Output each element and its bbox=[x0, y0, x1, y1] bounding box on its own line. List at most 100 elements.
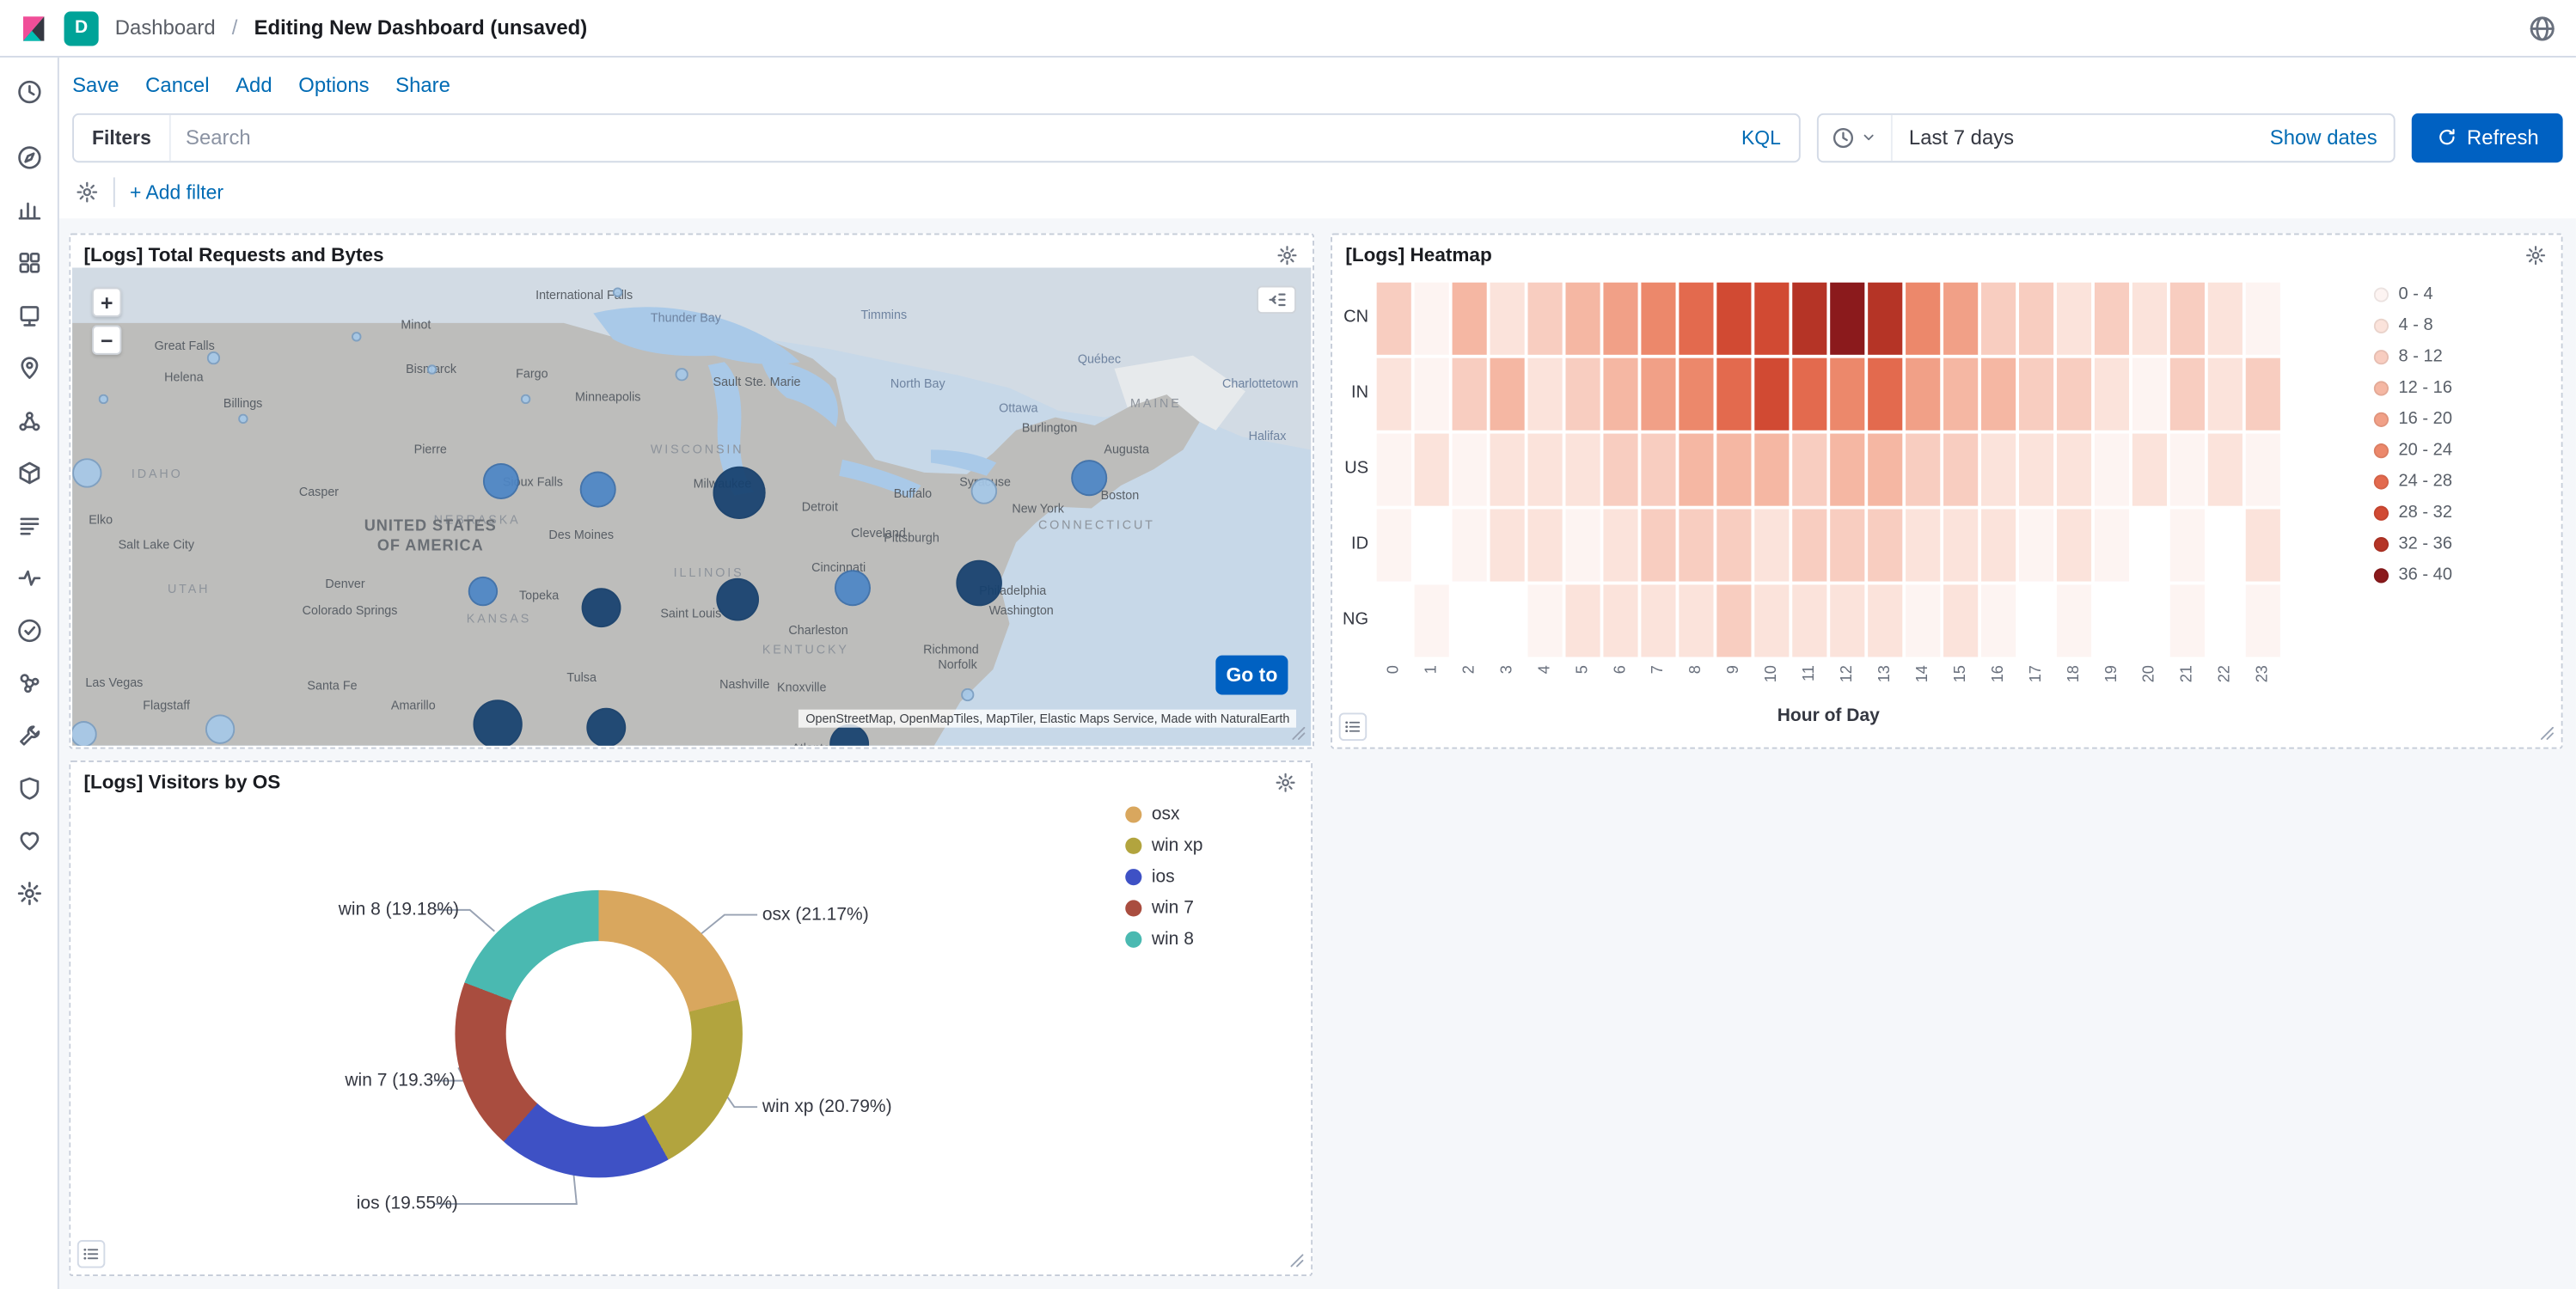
heatmap-cell[interactable] bbox=[1754, 433, 1790, 506]
sidebar-item-siem[interactable] bbox=[14, 773, 43, 803]
kql-button[interactable]: KQL bbox=[1723, 125, 1799, 149]
heatmap-cell[interactable] bbox=[2132, 282, 2168, 355]
heatmap-cell[interactable] bbox=[1679, 433, 1714, 506]
heatmap-cell[interactable] bbox=[1792, 282, 1827, 355]
heatmap-cell[interactable] bbox=[1981, 433, 2016, 506]
heatmap-cell[interactable] bbox=[2245, 433, 2280, 506]
heatmap-cell[interactable] bbox=[1943, 433, 1979, 506]
heatmap-cell[interactable] bbox=[1981, 509, 2016, 582]
refresh-button[interactable]: Refresh bbox=[2411, 112, 2563, 162]
heatmap-cell[interactable] bbox=[1641, 357, 1676, 431]
heatmap-legend-item[interactable]: 16 - 20 bbox=[2373, 409, 2452, 429]
heatmap-cell[interactable] bbox=[2245, 584, 2280, 657]
heatmap-cell[interactable] bbox=[1906, 282, 1941, 355]
map-bubble[interactable] bbox=[352, 332, 362, 342]
resize-handle-icon[interactable] bbox=[2538, 724, 2558, 744]
heatmap-cell[interactable] bbox=[2169, 357, 2205, 431]
space-avatar[interactable]: D bbox=[64, 10, 99, 46]
heatmap-cell[interactable] bbox=[1603, 584, 1638, 657]
map-bubble[interactable] bbox=[834, 570, 871, 607]
panel-options-button[interactable] bbox=[2525, 241, 2552, 268]
heatmap-cell[interactable] bbox=[2056, 509, 2092, 582]
heatmap-cell[interactable] bbox=[1452, 282, 1487, 355]
heatmap-cell[interactable] bbox=[1830, 282, 1865, 355]
heatmap-cell[interactable] bbox=[2056, 433, 2092, 506]
heatmap-cell[interactable] bbox=[1641, 433, 1676, 506]
heatmap-cell[interactable] bbox=[1414, 433, 1449, 506]
sidebar-item-stack-monitoring[interactable] bbox=[14, 826, 43, 855]
heatmap-cell[interactable] bbox=[2094, 282, 2130, 355]
heatmap-cell[interactable] bbox=[2169, 433, 2205, 506]
heatmap-cell[interactable] bbox=[1565, 509, 1600, 582]
map-bubble[interactable] bbox=[961, 687, 975, 702]
sidebar-item-maps[interactable] bbox=[14, 353, 43, 382]
heatmap-cell[interactable] bbox=[1452, 357, 1487, 431]
help-button[interactable] bbox=[2528, 14, 2555, 41]
heatmap-cell[interactable] bbox=[2018, 282, 2054, 355]
time-quick-menu-button[interactable] bbox=[1819, 113, 1893, 161]
heatmap-cell[interactable] bbox=[1792, 357, 1827, 431]
heatmap-cell[interactable] bbox=[1376, 282, 1411, 355]
heatmap-cell[interactable] bbox=[2018, 509, 2054, 582]
heatmap-cell[interactable] bbox=[1943, 509, 1979, 582]
map-bubble[interactable] bbox=[581, 588, 621, 628]
sidebar-item-logs[interactable] bbox=[14, 510, 43, 540]
heatmap-cell[interactable] bbox=[1981, 584, 2016, 657]
heatmap-cell[interactable] bbox=[1981, 357, 2016, 431]
heatmap-cell[interactable] bbox=[1943, 357, 1979, 431]
sidebar-item-management[interactable] bbox=[14, 879, 43, 908]
heatmap-cell[interactable] bbox=[1414, 282, 1449, 355]
heatmap-cell[interactable] bbox=[1830, 509, 1865, 582]
map-bubble[interactable] bbox=[238, 413, 248, 425]
resize-handle-icon[interactable] bbox=[1288, 1251, 1307, 1271]
heatmap-legend-item[interactable]: 24 - 28 bbox=[2373, 472, 2452, 491]
goto-button[interactable]: Go to bbox=[1215, 655, 1288, 695]
heatmap-cell[interactable] bbox=[2245, 509, 2280, 582]
heatmap-legend-item[interactable]: 0 - 4 bbox=[2373, 284, 2452, 304]
heatmap-cell[interactable] bbox=[1906, 357, 1941, 431]
donut-chart[interactable] bbox=[455, 889, 743, 1178]
heatmap-cell[interactable] bbox=[1754, 509, 1790, 582]
map-bubble[interactable] bbox=[612, 287, 623, 297]
heatmap-cell[interactable] bbox=[1490, 433, 1525, 506]
pie-legend-item[interactable]: win xp bbox=[1125, 836, 1202, 856]
heatmap-cell[interactable] bbox=[1792, 433, 1827, 506]
heatmap-cell[interactable] bbox=[2169, 282, 2205, 355]
sidebar-item-machine-learning[interactable] bbox=[14, 406, 43, 435]
map-bubble[interactable] bbox=[586, 707, 627, 746]
heatmap-cell[interactable] bbox=[1452, 509, 1487, 582]
heatmap-cell[interactable] bbox=[1830, 433, 1865, 506]
heatmap-cell[interactable] bbox=[2056, 282, 2092, 355]
panel-options-button[interactable] bbox=[1276, 241, 1303, 268]
heatmap-cell[interactable] bbox=[1868, 433, 1903, 506]
heatmap-cell[interactable] bbox=[2056, 357, 2092, 431]
heatmap-cell[interactable] bbox=[1868, 509, 1903, 582]
filter-settings-button[interactable] bbox=[76, 180, 99, 204]
heatmap-cell[interactable] bbox=[2245, 357, 2280, 431]
heatmap-cell[interactable] bbox=[1641, 584, 1676, 657]
map-bubble[interactable] bbox=[675, 368, 688, 382]
legend-toggle-button[interactable] bbox=[76, 1240, 106, 1268]
sidebar-item-dev-tools[interactable] bbox=[14, 721, 43, 750]
heatmap-legend-item[interactable]: 36 - 40 bbox=[2373, 565, 2452, 584]
pie-legend-item[interactable]: win 8 bbox=[1125, 930, 1202, 950]
heatmap-legend-item[interactable]: 8 - 12 bbox=[2373, 346, 2452, 366]
heatmap-cell[interactable] bbox=[1981, 282, 2016, 355]
heatmap-cell[interactable] bbox=[1490, 282, 1525, 355]
heatmap-cell[interactable] bbox=[2169, 509, 2205, 582]
panel-options-button[interactable] bbox=[1275, 768, 1301, 795]
heatmap-cell[interactable] bbox=[1376, 509, 1411, 582]
resize-handle-icon[interactable] bbox=[1289, 724, 1309, 744]
heatmap-cell[interactable] bbox=[1641, 282, 1676, 355]
heatmap-cell[interactable] bbox=[1716, 584, 1752, 657]
heatmap-cell[interactable] bbox=[2018, 357, 2054, 431]
heatmap-cell[interactable] bbox=[2018, 433, 2054, 506]
heatmap-cell[interactable] bbox=[1716, 433, 1752, 506]
heatmap-cell[interactable] bbox=[1603, 433, 1638, 506]
map-bubble[interactable] bbox=[1071, 460, 1108, 497]
map-bubble[interactable] bbox=[206, 351, 221, 365]
map-bubble[interactable] bbox=[713, 466, 766, 519]
heatmap-cell[interactable] bbox=[1716, 357, 1752, 431]
map-bubble[interactable] bbox=[98, 394, 109, 405]
map-bubble[interactable] bbox=[468, 576, 499, 607]
